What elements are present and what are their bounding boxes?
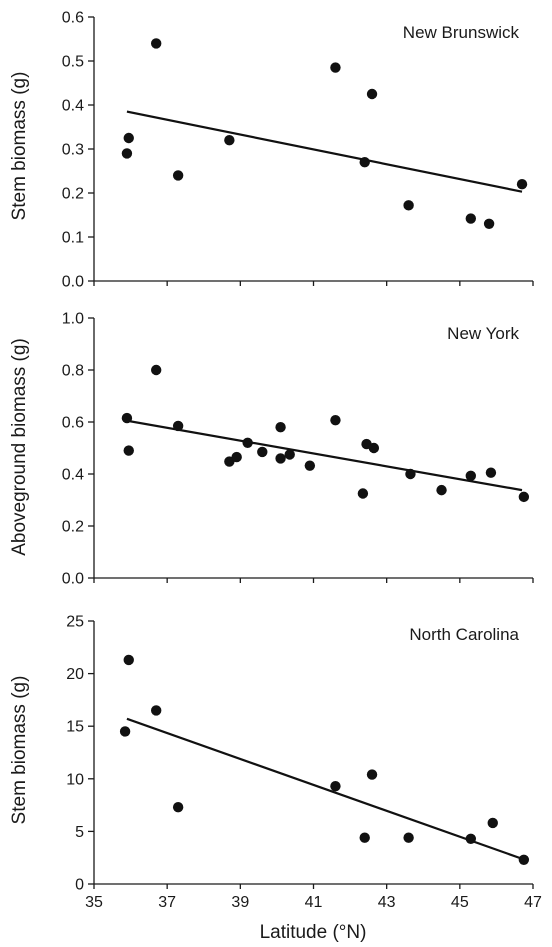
y-tick-label: 0.0 [62, 571, 84, 588]
y-tick-label: 0.2 [62, 186, 84, 203]
x-tick-label: 45 [451, 894, 469, 911]
data-point [224, 135, 235, 146]
data-point [330, 414, 341, 426]
panel-north-carolina: North Carolina Stem biomass (g) 0 5 10 15 20… [9, 614, 542, 912]
data-point [121, 412, 133, 424]
data-point [366, 88, 378, 100]
data-point [123, 132, 134, 144]
data-point [485, 467, 497, 478]
ticks: 0 5 10 15 20 25 35 37 39 41 43 45 47 [66, 614, 542, 912]
y-tick-label: 0.5 [62, 54, 84, 71]
y-tick-label: 25 [66, 614, 84, 631]
trend [126, 110, 523, 193]
data-point [304, 460, 316, 471]
y-tick-label: 0 [75, 877, 84, 894]
panel-label: New York [447, 324, 519, 343]
y-tick-label: 5 [75, 824, 84, 841]
data-point [405, 468, 416, 480]
data-point [257, 446, 268, 458]
data-point [359, 832, 370, 843]
data-point [275, 453, 286, 464]
y-tick-label: 0.6 [62, 10, 84, 27]
y-tick-label: 0.1 [62, 230, 84, 247]
data-point [403, 200, 414, 211]
panel-label: New Brunswick [403, 23, 520, 42]
data-point [150, 38, 162, 49]
data-point [231, 451, 242, 463]
data-point [150, 705, 162, 716]
data-point [518, 491, 530, 503]
y-tick-label: 0.4 [62, 467, 84, 484]
panel-new-york: New York Aboveground biomass (g) 0.00.20… [9, 311, 534, 588]
data-point [483, 218, 495, 229]
data-point [368, 442, 380, 454]
data-point [487, 817, 498, 829]
y-tick-label: 0.0 [62, 274, 84, 291]
data-point [465, 470, 477, 482]
panel-label: North Carolina [409, 625, 519, 644]
panel-new-brunswick: New Brunswick Stem biomass (g) 0.0 0.1 0.2… [9, 10, 534, 291]
y-tick-label: 0.3 [62, 142, 84, 159]
x-axis-title: Latitude (°N) [260, 922, 367, 943]
data-point [357, 488, 369, 499]
ticks: 0.0 0.2 0.4 0.6 0.8 1.0 [62, 311, 534, 588]
data-point [119, 726, 131, 737]
y-tick-label: 0.2 [62, 519, 84, 536]
y-tick-label: 0.6 [62, 415, 84, 432]
y-tick-label: 20 [66, 666, 84, 683]
data-point [330, 780, 341, 792]
data-point [150, 364, 162, 376]
y-tick-label: 15 [66, 719, 84, 736]
x-tick-label: 37 [158, 894, 176, 911]
data-point [172, 170, 184, 181]
data-point [465, 833, 477, 844]
y-tick-label: 10 [66, 771, 84, 788]
data-point [123, 654, 134, 666]
y-axis-title: Stem biomass (g) [9, 72, 30, 221]
data-point [242, 437, 253, 448]
trend-line [126, 419, 523, 492]
y-tick-label: 1.0 [62, 311, 84, 328]
data-point [403, 832, 414, 843]
data-point [121, 148, 133, 159]
data-point [172, 802, 184, 813]
y-axis-title: Stem biomass (g) [9, 676, 30, 825]
points [121, 364, 530, 503]
y-tick-label: 0.8 [62, 363, 84, 380]
x-tick-label: 47 [524, 894, 542, 911]
data-point [516, 179, 528, 190]
data-point [366, 769, 378, 780]
points [121, 38, 528, 229]
axes [93, 318, 533, 579]
data-point [330, 62, 341, 73]
data-point [172, 420, 184, 432]
points [119, 654, 530, 866]
x-tick-label: 35 [85, 894, 103, 911]
x-tick-label: 43 [378, 894, 396, 911]
ticks: 0.0 0.1 0.2 0.3 0.4 0.5 0.6 [62, 10, 534, 291]
axes [93, 621, 533, 885]
data-point [275, 422, 286, 433]
x-tick-label: 41 [305, 894, 323, 911]
data-point [465, 213, 477, 224]
trend [126, 717, 523, 860]
data-point [284, 449, 295, 460]
trend-line [126, 717, 523, 860]
trend-line [126, 110, 523, 193]
data-point [518, 854, 530, 866]
y-axis-title: Aboveground biomass (g) [9, 338, 30, 556]
trend [126, 419, 523, 492]
data-point [436, 484, 447, 496]
data-point [359, 157, 370, 168]
data-point [123, 445, 134, 456]
x-tick-label: 39 [231, 894, 249, 911]
y-tick-label: 0.4 [62, 98, 84, 115]
